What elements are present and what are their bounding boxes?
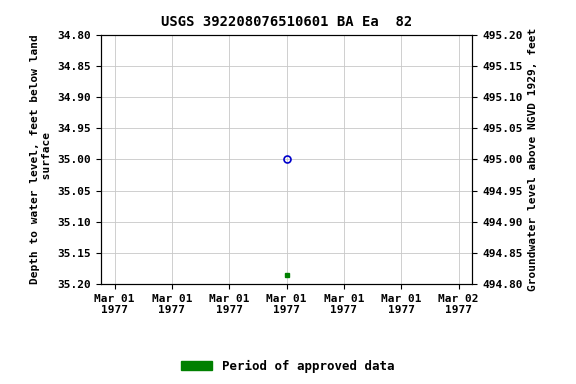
Title: USGS 392208076510601 BA Ea  82: USGS 392208076510601 BA Ea 82 (161, 15, 412, 29)
Legend: Period of approved data: Period of approved data (176, 355, 400, 378)
Y-axis label: Groundwater level above NGVD 1929, feet: Groundwater level above NGVD 1929, feet (528, 28, 538, 291)
Y-axis label: Depth to water level, feet below land
 surface: Depth to water level, feet below land su… (30, 35, 52, 284)
